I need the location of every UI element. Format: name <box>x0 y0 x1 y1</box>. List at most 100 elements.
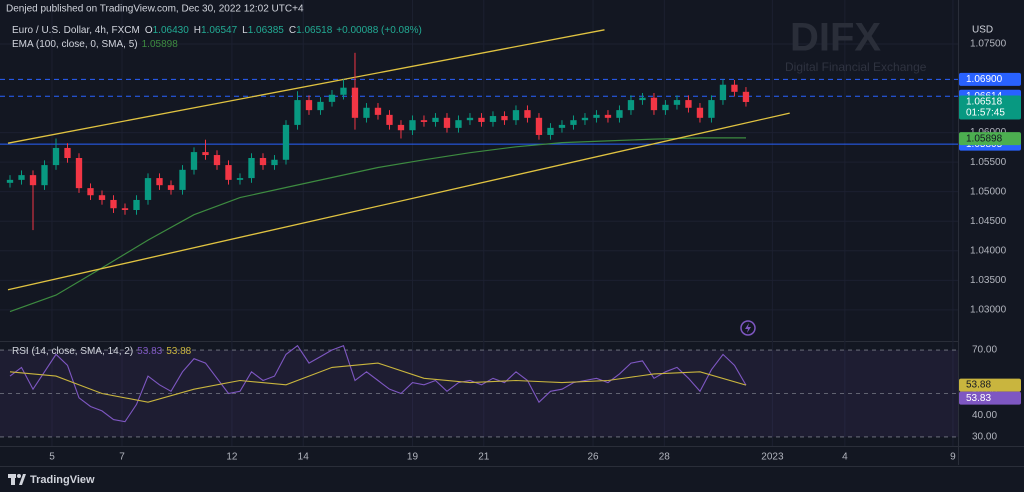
alert-icon-bolt <box>745 323 751 333</box>
symbol-legend: Euro / U.S. Dollar, 4h, FXCM O1.06430 H1.0… <box>12 25 422 36</box>
x-tick-label: 21 <box>478 452 490 463</box>
rsi-tick-label: 40.00 <box>972 410 997 421</box>
candle-body <box>685 100 692 108</box>
rsi-axis-label: 53.83 <box>966 393 991 404</box>
ohlc-value: 1.06385 <box>248 25 285 36</box>
price-line-label: 1.06900 <box>966 74 1003 85</box>
trendline <box>7 112 790 291</box>
candle-body <box>317 101 324 111</box>
y-tick-label: 1.07500 <box>970 39 1007 50</box>
candle-body <box>696 107 704 118</box>
candle-body <box>466 117 474 121</box>
x-tick-label: 26 <box>587 452 599 463</box>
candle-body <box>121 208 129 210</box>
y-tick-label: 1.05000 <box>970 186 1007 197</box>
candle-body <box>593 114 600 118</box>
last-price-label: 1.06518 <box>966 97 1003 108</box>
candle-body <box>133 199 140 210</box>
candle-body <box>248 158 255 179</box>
candle-body <box>662 104 669 111</box>
last-price-label: 01:57:45 <box>966 108 1005 119</box>
rsi-tick-label: 70.00 <box>972 345 997 356</box>
candle-body <box>52 147 60 166</box>
last-price-label-box <box>959 95 1021 120</box>
candle-body <box>570 120 577 125</box>
x-tick-label: 12 <box>226 452 238 463</box>
candle-body <box>673 100 681 105</box>
candle-body <box>282 124 290 160</box>
ema-axis-label: 1.05898 <box>966 133 1003 144</box>
candle-body <box>363 107 370 118</box>
ohlc-value: 1.06430 <box>153 25 190 36</box>
candle-body <box>202 152 209 156</box>
rsi-axis-label: 53.88 <box>966 380 991 391</box>
axes: 571214192126282023491.075001.060001.0550… <box>49 39 1021 463</box>
ema-legend: EMA (100, close, 0, SMA, 5) 1.05898 <box>12 39 178 50</box>
logo-part <box>17 474 21 478</box>
candle-body <box>489 116 497 122</box>
candle-body <box>18 175 25 180</box>
rsi-tick-label: 30.00 <box>972 432 997 443</box>
watermark-sub: Digital Financial Exchange <box>785 60 927 74</box>
candle-body <box>420 120 428 122</box>
ohlc-value: 1.06547 <box>201 25 238 36</box>
axis-unit: USD <box>972 25 993 36</box>
rsi-axis-label-box <box>959 378 1021 392</box>
grid <box>0 0 958 446</box>
y-tick-label: 1.04000 <box>970 245 1007 256</box>
candle-body <box>443 117 451 128</box>
candle-body <box>374 107 382 115</box>
candle-body <box>340 87 347 95</box>
ema-name: EMA (100, close, 0, SMA, 5) <box>12 39 138 50</box>
rsi-axis-label-box <box>959 391 1021 405</box>
rsi-line <box>9 344 747 423</box>
x-tick-label: 9 <box>950 452 956 463</box>
rsi-line <box>9 362 747 403</box>
candle-body <box>604 114 612 118</box>
alert-icon[interactable] <box>740 320 756 336</box>
candle-body <box>524 110 531 118</box>
ohlc-label: C <box>289 25 296 36</box>
price-line-label-box <box>959 72 1021 86</box>
rsi-name: RSI (14, close, SMA, 14, 2) <box>12 346 133 357</box>
candle-body <box>386 114 393 125</box>
logo-part <box>19 474 26 485</box>
candle-body <box>535 117 543 135</box>
y-tick-label: 1.05500 <box>970 157 1007 168</box>
rsi-band <box>0 350 958 437</box>
candle-body <box>167 185 175 190</box>
ema-line <box>9 137 746 313</box>
ohlc-label: H <box>194 25 201 36</box>
y-tick-label: 1.04500 <box>970 216 1007 227</box>
candle-body <box>294 100 301 125</box>
candle-body <box>581 117 589 121</box>
brand-logo[interactable]: TradingView <box>8 474 95 486</box>
candle-body <box>478 117 485 122</box>
candle-body <box>397 124 405 131</box>
x-tick-label: 7 <box>119 452 125 463</box>
watermark: DIFX <box>790 16 881 60</box>
candle-body <box>432 117 439 122</box>
candle-body <box>98 195 106 200</box>
candle-body <box>650 97 658 111</box>
candle-body <box>213 155 221 166</box>
candle-body <box>455 120 462 128</box>
candle-body <box>719 84 727 101</box>
ohlc-label: O <box>145 25 153 36</box>
candle-body <box>512 110 520 121</box>
candle-body <box>708 100 715 118</box>
candle-body <box>501 116 508 121</box>
candle-body <box>156 178 163 186</box>
rsi-value: 53.83 <box>137 346 162 357</box>
candle-body <box>731 84 738 92</box>
symbol-title: Euro / U.S. Dollar, 4h, FXCM <box>12 25 140 36</box>
ohlc-label: L <box>242 25 248 36</box>
published-note: Denjed published on TradingView.com, Dec… <box>6 4 304 15</box>
candle-body <box>271 159 278 166</box>
candle-body <box>190 152 198 170</box>
candle-body <box>225 165 232 180</box>
x-tick-label: 28 <box>659 452 671 463</box>
